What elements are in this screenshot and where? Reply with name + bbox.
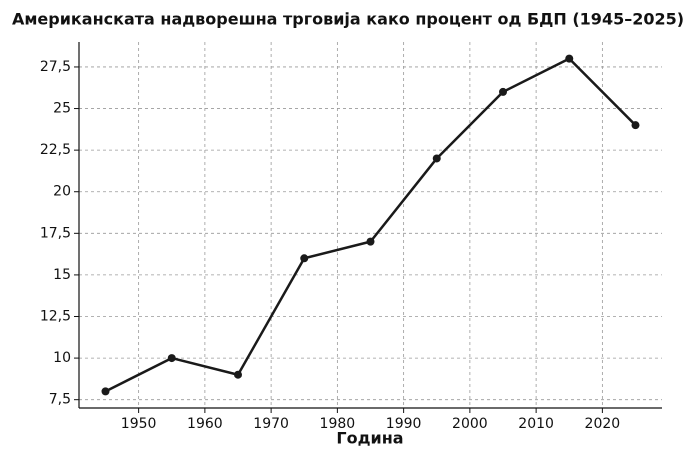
y-tick-label: 25 <box>53 101 71 117</box>
data-point <box>565 54 574 63</box>
y-tick-label: 15 <box>53 267 71 283</box>
data-point <box>499 87 507 96</box>
data-point <box>167 354 176 363</box>
data-point <box>300 254 309 263</box>
x-tick-label: 1960 <box>187 416 223 432</box>
x-tick-label: 2010 <box>518 416 554 432</box>
x-tick-label: 2000 <box>452 416 488 432</box>
data-point <box>366 237 375 246</box>
y-tick-label: 17,5 <box>40 225 71 241</box>
y-tick-label: 27,5 <box>40 59 71 75</box>
y-tick-label: 10 <box>53 350 71 366</box>
data-point <box>234 370 242 379</box>
y-tick-label: 7,5 <box>49 392 71 408</box>
y-tick-label: 20 <box>53 184 71 200</box>
data-point <box>432 154 441 163</box>
y-tick-label: 22,5 <box>40 142 71 158</box>
x-axis-label: Година <box>336 429 403 448</box>
x-tick-label: 2020 <box>585 416 621 432</box>
data-point <box>631 121 640 130</box>
x-tick-label: 1980 <box>320 416 356 432</box>
data-point <box>101 387 110 396</box>
x-tick-label: 1990 <box>386 416 422 432</box>
x-tick-label: 1970 <box>253 416 289 432</box>
x-tick-label: 1950 <box>121 416 157 432</box>
y-tick-label: 12,5 <box>40 309 71 325</box>
chart-title: Американската надворешна трговија како п… <box>12 10 684 29</box>
